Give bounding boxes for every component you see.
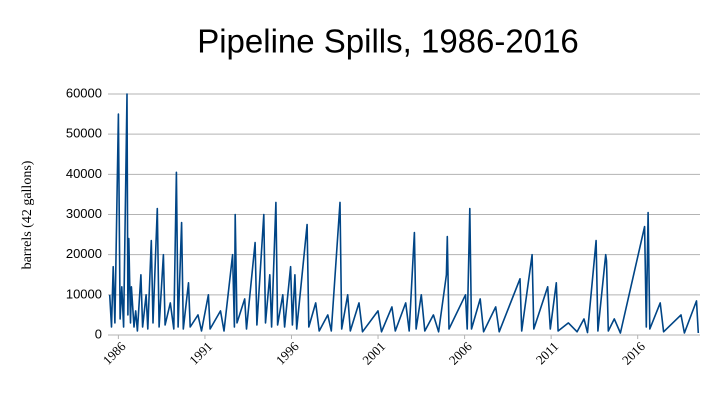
x-tick-label: 2006 bbox=[446, 338, 475, 367]
x-tick-label: 2011 bbox=[533, 339, 562, 368]
y-tick-label: 10000 bbox=[66, 286, 102, 301]
x-tick-label: 2001 bbox=[359, 339, 388, 368]
x-tick-label: 1996 bbox=[273, 338, 302, 367]
y-axis-label: barrels (42 gallons) bbox=[20, 160, 35, 269]
y-tick-label: 60000 bbox=[66, 85, 102, 100]
y-tick-label: 30000 bbox=[66, 206, 102, 221]
y-tick-label: 20000 bbox=[66, 246, 102, 261]
chart-title: Pipeline Spills, 1986-2016 bbox=[197, 23, 579, 60]
y-tick-label: 40000 bbox=[66, 166, 102, 181]
data-line bbox=[108, 93, 700, 334]
x-tick-label: 1986 bbox=[100, 338, 129, 367]
y-tick-label: 50000 bbox=[66, 126, 102, 141]
x-tick-label: 1991 bbox=[186, 339, 215, 368]
y-tick-label: 0 bbox=[95, 326, 102, 341]
x-tick-label: 2016 bbox=[619, 338, 648, 367]
